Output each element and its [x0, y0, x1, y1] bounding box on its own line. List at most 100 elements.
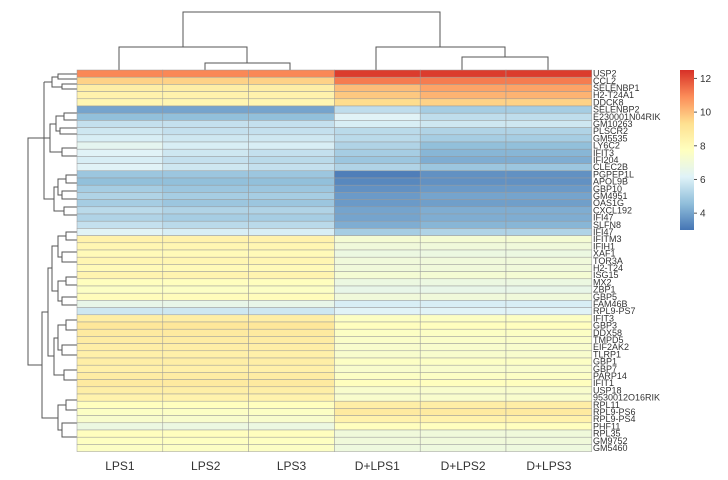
row-label: E230001N04RIK — [593, 112, 661, 122]
heatmap-cell — [334, 271, 421, 280]
column-labels: LPS1 LPS2 LPS3 D+LPS1 D+LPS2 D+LPS3 — [105, 459, 572, 473]
row-label: DDX58 — [593, 328, 622, 338]
heatmap-cell — [419, 199, 507, 208]
heatmap-cell — [334, 213, 421, 222]
heatmap-cell — [248, 264, 335, 272]
heatmap-cell — [505, 408, 593, 416]
heatmap-cell — [334, 105, 421, 114]
heatmap-cell — [76, 170, 164, 179]
heatmap-cell — [419, 314, 507, 323]
heatmap-cell — [505, 228, 593, 236]
row-label: ISG15 — [593, 270, 619, 280]
heatmap-cell — [162, 76, 249, 85]
heatmap-cell — [248, 393, 335, 402]
heatmap-cell — [419, 400, 507, 409]
heatmap-cell — [248, 127, 335, 136]
heatmap-cell — [248, 436, 335, 445]
heatmap-cell — [76, 163, 164, 172]
row-label: GM9752 — [593, 436, 628, 446]
heatmap-cell — [162, 357, 249, 366]
heatmap-cell — [76, 328, 164, 337]
row-label: PHF11 — [593, 421, 620, 431]
heatmap-cell — [505, 300, 593, 308]
column-dendrogram — [118, 11, 549, 70]
heatmap-cell — [76, 112, 164, 121]
heatmap-cell — [505, 314, 593, 323]
heatmap-cell — [334, 134, 421, 143]
heatmap-cell — [162, 444, 249, 452]
heatmap-cell — [162, 112, 249, 121]
heatmap-cell — [76, 69, 164, 78]
heatmap-cell — [248, 292, 335, 301]
row-label: IFIT1 — [593, 378, 614, 388]
heatmap-cell — [76, 278, 164, 287]
row-label: GM5460 — [593, 443, 628, 453]
heatmap-cell — [419, 69, 507, 78]
heatmap-cell — [505, 328, 593, 337]
heatmap-cell — [162, 408, 249, 416]
heatmap-cell — [248, 364, 335, 373]
heatmap-cells — [76, 69, 593, 452]
heatmap-cell — [162, 141, 249, 150]
heatmap-cell — [248, 192, 335, 200]
heatmap-cell — [76, 235, 164, 244]
row-dendro-root — [27, 137, 42, 366]
heatmap-cell — [334, 264, 421, 272]
row-label: CXCL192 — [593, 205, 632, 215]
row-label: GM4951 — [593, 191, 628, 201]
heatmap-cell — [419, 386, 507, 395]
heatmap-cell — [248, 314, 335, 323]
heatmap-cell — [248, 91, 335, 100]
legend-tick-label: 8 — [700, 141, 706, 152]
heatmap-cell — [76, 220, 164, 229]
heatmap-cell — [248, 84, 335, 92]
heatmap-cell — [505, 98, 593, 107]
heatmap-cell — [419, 76, 507, 85]
heatmap-cell — [76, 84, 164, 92]
heatmap-cell — [162, 170, 249, 179]
heatmap-cell — [76, 105, 164, 114]
heatmap-cell — [162, 156, 249, 164]
heatmap-cell — [162, 228, 249, 236]
row-label: EIF2AK2 — [593, 342, 629, 352]
row-dendro-upper — [38, 82, 77, 216]
heatmap-cell — [248, 235, 335, 244]
heatmap-cell — [334, 120, 421, 128]
heatmap-cell — [76, 422, 164, 431]
heatmap-cell — [162, 336, 249, 344]
heatmap-cell — [505, 170, 593, 179]
heatmap-cell — [162, 163, 249, 172]
column-label: D+LPS2 — [441, 459, 486, 473]
heatmap-cell — [505, 292, 593, 301]
heatmap-cell — [419, 343, 507, 352]
heatmap-cell — [162, 422, 249, 431]
heatmap-cell — [505, 357, 593, 366]
heatmap-cell — [162, 213, 249, 222]
heatmap-cell — [419, 98, 507, 107]
heatmap-cell — [162, 415, 249, 424]
heatmap-cell — [76, 343, 164, 352]
heatmap-cell — [76, 300, 164, 308]
heatmap-cell — [248, 69, 335, 78]
heatmap-cell — [419, 364, 507, 373]
row-label: OAS1G — [593, 198, 624, 208]
heatmap-cell — [248, 199, 335, 208]
row-label: 9530012O16RIK — [593, 393, 660, 403]
heatmap-cell — [76, 192, 164, 200]
heatmap-cell — [334, 408, 421, 416]
heatmap-cell — [76, 386, 164, 395]
heatmap-cell — [334, 91, 421, 100]
heatmap-cell — [162, 393, 249, 402]
heatmap-cell — [248, 256, 335, 265]
column-label: LPS1 — [105, 459, 135, 473]
heatmap-cell — [334, 364, 421, 373]
heatmap-cell — [419, 350, 507, 359]
heatmap-cell — [162, 436, 249, 445]
heatmap-cell — [162, 120, 249, 128]
heatmap-cell — [162, 91, 249, 100]
heatmap-cell — [334, 256, 421, 265]
row-label: SELENBP2 — [593, 105, 640, 115]
row-label: ZBP1 — [593, 285, 616, 295]
legend-tick-label: 10 — [700, 108, 712, 119]
row-label: RPL35 — [593, 429, 621, 439]
